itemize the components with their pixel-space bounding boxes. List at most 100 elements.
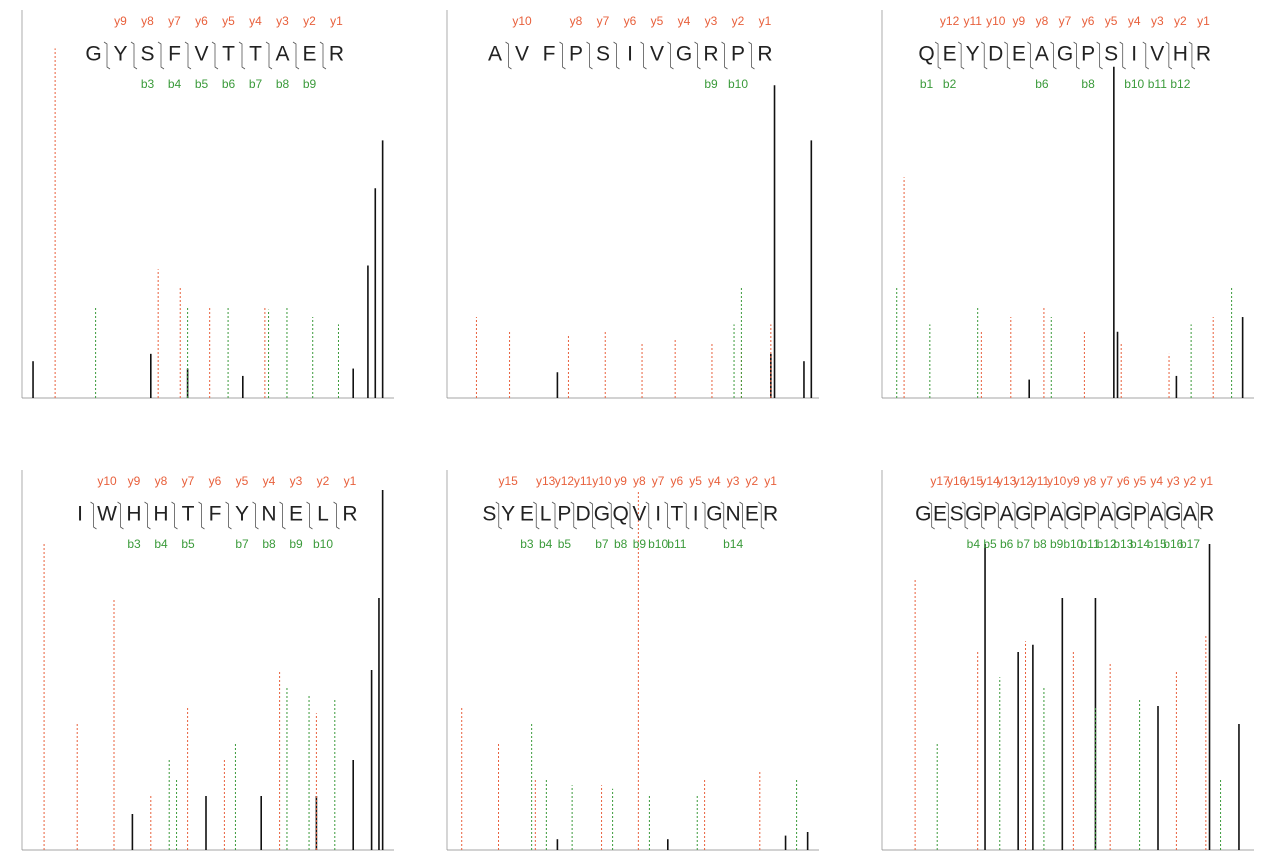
y-ion-label: y2 <box>746 474 759 488</box>
b-ion-label: b4 <box>168 77 182 91</box>
residue: D <box>988 43 1003 66</box>
cleavage-mark <box>1119 41 1126 70</box>
cleavage-mark <box>1145 501 1152 530</box>
b-ion-label: b2 <box>943 77 957 91</box>
cleavage-mark <box>961 501 969 530</box>
y-ion-label: y4 <box>263 474 276 488</box>
cleavage-mark <box>667 41 674 70</box>
residue: G <box>1015 503 1031 526</box>
residue: G <box>1057 43 1073 66</box>
b-ion-label: b7 <box>235 537 249 551</box>
y-ion-label: y3 <box>1167 474 1180 488</box>
residue: G <box>706 503 722 526</box>
b-ion-label: b10 <box>728 77 748 91</box>
cleavage-mark <box>559 41 566 70</box>
residue: I <box>655 503 661 526</box>
residue: A <box>1183 503 1197 526</box>
spectrum-panel: G E S G P A G P A G P A G P A G A Ry17y16y15y14y13y12y11y… <box>881 470 1254 851</box>
cleavage-mark <box>292 41 300 70</box>
residue: V <box>194 43 208 66</box>
cleavage-mark <box>144 501 151 530</box>
residue: R <box>1196 43 1211 66</box>
cleavage-mark <box>995 501 1002 530</box>
y-ion-label: y12 <box>940 14 960 28</box>
b-ion-label: b5 <box>181 537 195 551</box>
cleavage-mark <box>928 501 935 530</box>
residue: S <box>482 503 496 526</box>
b-ion-label: b3 <box>141 77 155 91</box>
y-ion-label: y10 <box>986 14 1006 28</box>
y-ion-label: y7 <box>168 14 181 28</box>
b-ion-label: b15 <box>1147 537 1167 551</box>
y-ion-label: y11 <box>963 14 982 28</box>
residue: T <box>249 43 262 66</box>
residue: F <box>209 503 222 526</box>
residue: G <box>676 43 692 66</box>
y-ion-label: y8 <box>141 14 154 28</box>
b-ion-label: b12 <box>1170 77 1190 91</box>
residue: G <box>915 503 931 526</box>
b-ion-label: b5 <box>558 537 572 551</box>
residue: A <box>1150 503 1164 526</box>
y-ion-label: y5 <box>689 474 702 488</box>
residue: R <box>1199 503 1214 526</box>
y-ion-label: y13 <box>997 474 1017 488</box>
cleavage-mark <box>1050 41 1057 70</box>
cleavage-mark <box>1188 41 1196 70</box>
y-ion-label: y9 <box>128 474 141 488</box>
residue: I <box>627 43 633 66</box>
cleavage-mark <box>238 41 246 70</box>
b-ion-label: b5 <box>983 537 997 551</box>
y-ion-label: y10 <box>1047 474 1067 488</box>
y-ion-label: y8 <box>1036 14 1049 28</box>
b-ion-label: b16 <box>1163 537 1183 551</box>
residue: D <box>576 503 591 526</box>
b-ion-label: b9 <box>1050 537 1064 551</box>
residue: G <box>1165 503 1181 526</box>
y-ion-label: y6 <box>1117 474 1130 488</box>
residue: P <box>1081 43 1095 66</box>
y-ion-label: y6 <box>671 474 684 488</box>
b-ion-label: b8 <box>1033 537 1047 551</box>
b-ion-label: b3 <box>520 537 534 551</box>
y-ion-label: y13 <box>536 474 556 488</box>
y-ion-label: y5 <box>1134 474 1147 488</box>
y-ion-label: y3 <box>276 14 289 28</box>
b-ion-label: b10 <box>313 537 333 551</box>
residue: Q <box>918 43 934 66</box>
b-ion-label: b14 <box>1130 537 1150 551</box>
y-ion-label: y5 <box>651 14 664 28</box>
cleavage-mark <box>225 501 232 530</box>
cleavage-mark <box>1128 501 1135 530</box>
cleavage-mark <box>1027 41 1034 70</box>
cleavage-mark <box>934 41 942 70</box>
y-ion-label: y11 <box>574 474 593 488</box>
b-ion-label: b8 <box>262 537 276 551</box>
b-ion-label: b12 <box>1097 537 1117 551</box>
y-ion-label: y7 <box>597 14 610 28</box>
cleavage-mark <box>626 501 634 530</box>
b-ion-label: b11 <box>1148 77 1167 91</box>
b-ion-label: b9 <box>704 77 718 91</box>
cleavage-mark <box>758 501 765 530</box>
cleavage-mark <box>945 501 952 530</box>
residue: F <box>168 43 181 66</box>
residue: N <box>726 503 741 526</box>
cleavage-mark <box>645 501 652 530</box>
residue: A <box>488 43 502 66</box>
cleavage-mark <box>1096 41 1103 70</box>
residue: P <box>1133 503 1147 526</box>
cleavage-mark <box>333 501 340 530</box>
cleavage-mark <box>211 41 219 70</box>
residue: P <box>1083 503 1097 526</box>
residue: R <box>763 503 778 526</box>
cleavage-mark <box>495 501 502 530</box>
b-ion-label: b17 <box>1180 537 1200 551</box>
cleavage-mark <box>1073 41 1080 70</box>
y-ion-label: y16 <box>947 474 967 488</box>
y-ion-label: y10 <box>512 14 532 28</box>
residue: G <box>965 503 981 526</box>
residue: A <box>1035 43 1049 66</box>
y-ion-label: y3 <box>290 474 303 488</box>
